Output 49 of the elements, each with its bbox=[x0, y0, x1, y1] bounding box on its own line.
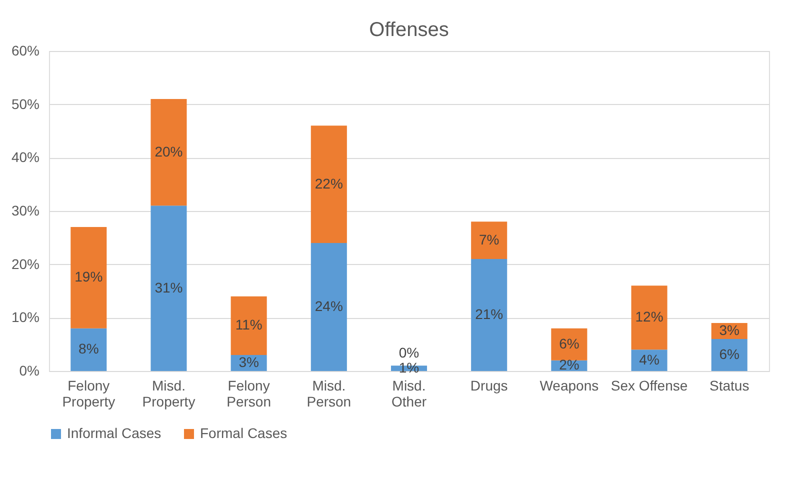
y-tick-label: 0% bbox=[19, 362, 40, 378]
y-tick-label: 40% bbox=[11, 149, 40, 166]
data-label: 3% bbox=[238, 354, 259, 370]
bar bbox=[310, 126, 347, 243]
x-tick-label: Felony Property bbox=[62, 378, 116, 410]
data-label: 2% bbox=[559, 356, 580, 373]
data-label: 3% bbox=[719, 322, 740, 338]
x-tick-label: Felony Person bbox=[226, 378, 271, 410]
bar bbox=[631, 350, 668, 371]
bar bbox=[150, 99, 187, 206]
x-tick-label: Misd. Property bbox=[142, 378, 196, 410]
data-label: 20% bbox=[154, 143, 183, 160]
x-tick-label: Status bbox=[710, 378, 750, 394]
chart-title: Offenses bbox=[369, 19, 449, 41]
x-tick-label: Misd. Person bbox=[306, 378, 352, 410]
bar bbox=[471, 259, 508, 371]
bar bbox=[70, 328, 107, 371]
x-tick-label: Misd. Other bbox=[391, 378, 427, 410]
data-label: 22% bbox=[314, 175, 343, 192]
bar bbox=[70, 227, 107, 328]
legend-label: Informal Cases bbox=[67, 425, 162, 441]
data-label: 8% bbox=[78, 340, 99, 357]
x-tick-label: Weapons bbox=[540, 378, 599, 394]
bar bbox=[150, 206, 187, 371]
data-label: 6% bbox=[719, 346, 740, 362]
y-tick-label: 20% bbox=[11, 256, 40, 272]
legend-label: Formal Cases bbox=[200, 425, 288, 441]
bar bbox=[711, 339, 748, 371]
data-label: 7% bbox=[478, 231, 500, 248]
x-tick-label: Sex Offense bbox=[610, 378, 688, 394]
data-label: 24% bbox=[314, 298, 343, 314]
bar bbox=[471, 222, 508, 259]
data-label: 11% bbox=[235, 316, 262, 333]
data-label: 19% bbox=[74, 268, 103, 285]
y-tick-label: 30% bbox=[11, 202, 40, 218]
bar bbox=[310, 243, 347, 371]
data-label: 0% bbox=[398, 344, 420, 361]
data-label: 31% bbox=[154, 279, 183, 296]
data-label: 21% bbox=[475, 306, 504, 322]
y-tick-label: 50% bbox=[11, 96, 40, 112]
y-tick-label: 60% bbox=[11, 42, 40, 58]
data-label: 12% bbox=[635, 308, 664, 325]
y-tick-label: 10% bbox=[11, 309, 40, 326]
bar bbox=[230, 296, 267, 355]
x-tick-label: Drugs bbox=[470, 378, 508, 394]
data-label: 4% bbox=[639, 351, 660, 368]
data-label: 6% bbox=[559, 335, 580, 352]
bar bbox=[631, 286, 668, 350]
bar bbox=[551, 328, 588, 360]
